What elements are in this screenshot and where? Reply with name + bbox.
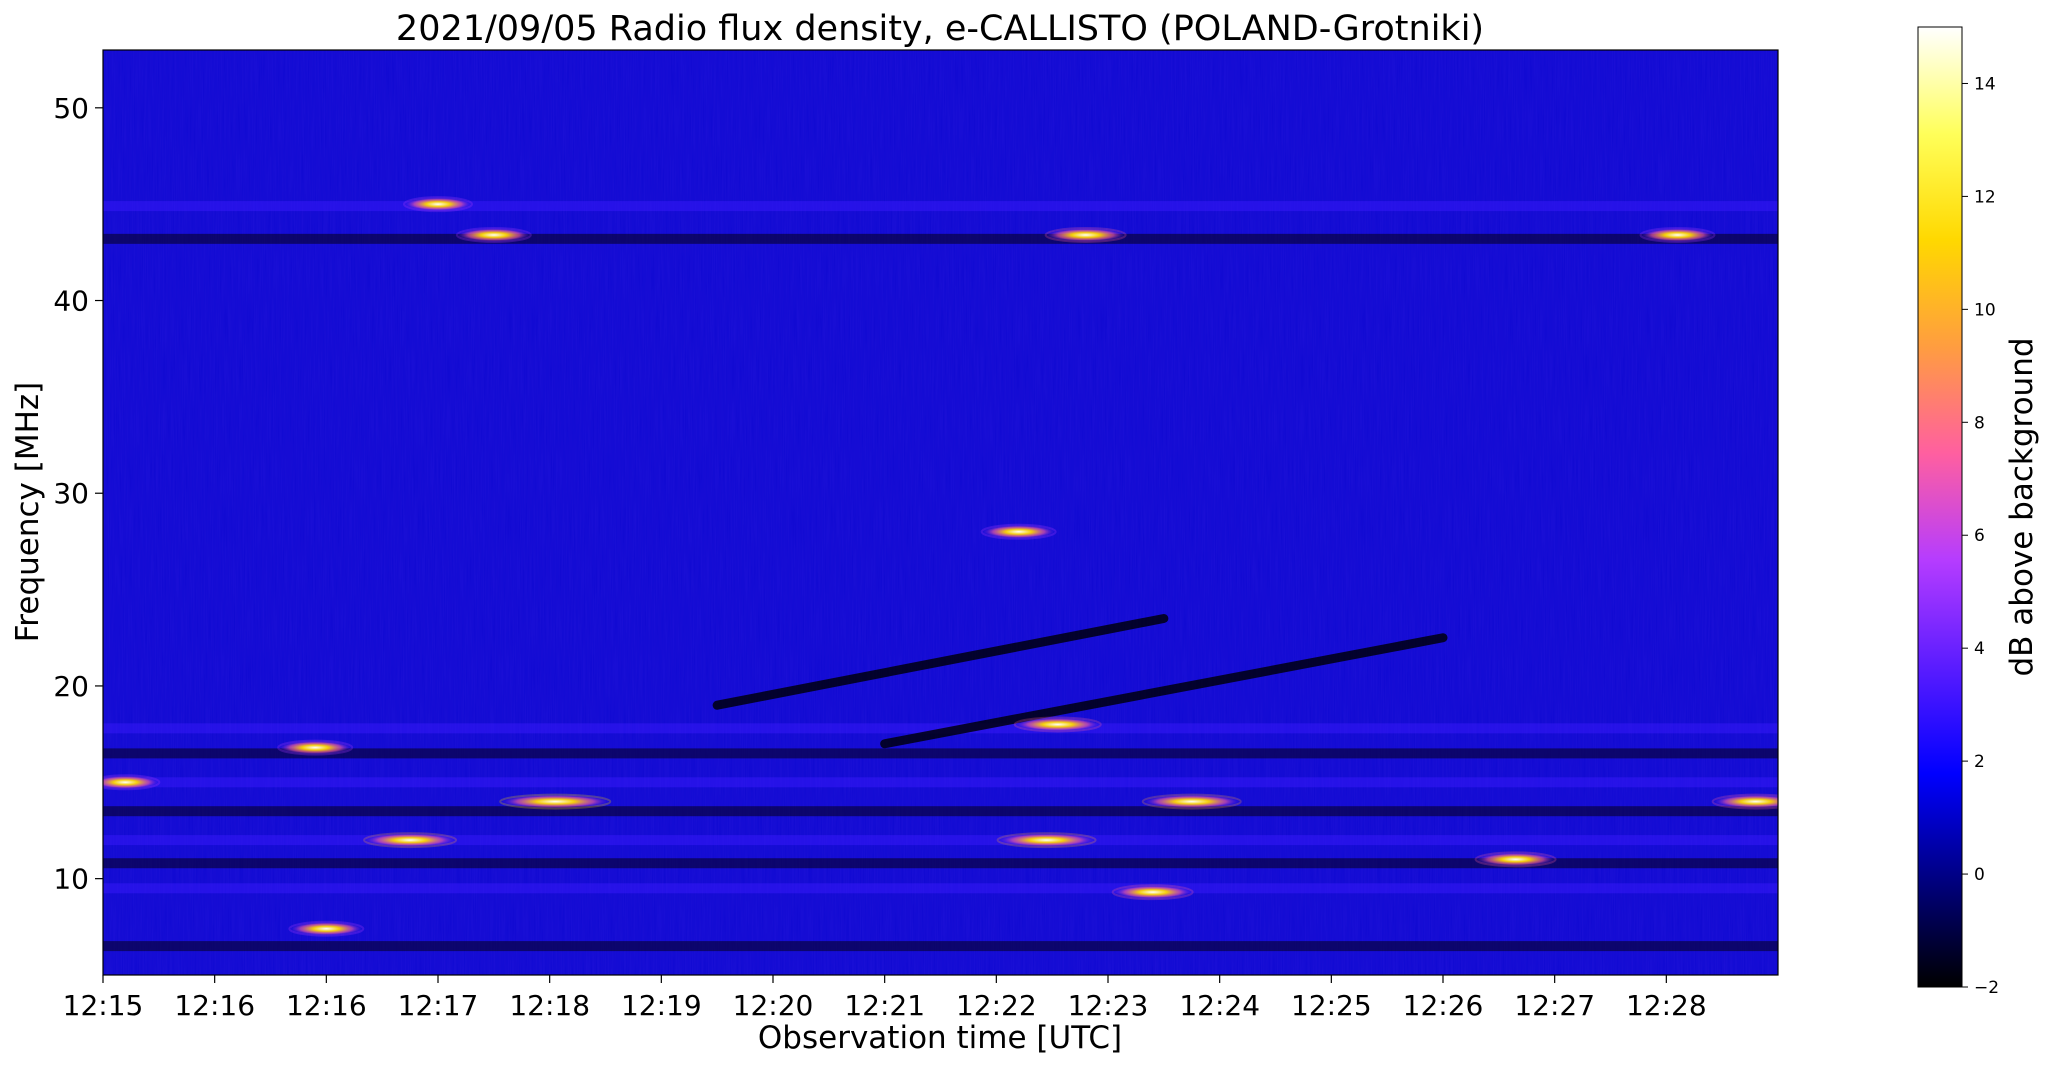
horizontal-band xyxy=(103,883,1778,894)
colorbar-tick-label: 0 xyxy=(1974,865,1985,885)
x-tick-label: 12:21 xyxy=(844,989,925,1022)
colorbar-tick-label: 2 xyxy=(1974,752,1985,772)
bright-feature xyxy=(455,227,532,243)
chart-title: 2021/09/05 Radio flux density, e-CALLIST… xyxy=(396,9,1484,49)
x-tick-label: 12:20 xyxy=(733,989,814,1022)
bright-feature xyxy=(1639,227,1716,243)
bright-feature xyxy=(1111,884,1194,901)
colorbar-tick-label: 10 xyxy=(1974,300,1996,320)
plot-area xyxy=(103,50,1778,975)
colorbar-tick-label: 6 xyxy=(1974,526,1985,546)
y-axis-label: Frequency [MHz] xyxy=(10,382,46,643)
x-tick-label: 12:24 xyxy=(1179,989,1260,1022)
horizontal-band xyxy=(103,723,1778,734)
horizontal-band xyxy=(103,835,1778,846)
y-tick-label: 20 xyxy=(53,670,89,703)
x-tick-label: 12:22 xyxy=(956,989,1037,1022)
x-tick-label: 12:23 xyxy=(1068,989,1149,1022)
x-tick-label: 12:18 xyxy=(509,989,590,1022)
x-tick-label: 12:16 xyxy=(174,989,255,1022)
x-tick-label: 12:16 xyxy=(286,989,367,1022)
plot-frame xyxy=(102,49,1779,976)
horizontal-band xyxy=(103,233,1778,244)
colorbar-tick-label: 8 xyxy=(1974,413,1985,433)
horizontal-band xyxy=(103,777,1778,788)
horizontal-band xyxy=(103,806,1778,817)
x-tick-label: 12:27 xyxy=(1514,989,1595,1022)
colorbar-tick-label: −2 xyxy=(1974,978,1999,998)
colorbar-tick-label: 12 xyxy=(1974,187,1996,207)
bright-feature xyxy=(363,832,458,849)
horizontal-band xyxy=(103,748,1778,759)
bright-feature xyxy=(1141,793,1242,810)
bright-feature xyxy=(980,523,1057,540)
x-tick-label: 12:25 xyxy=(1291,989,1372,1022)
drift-feature xyxy=(880,633,1448,749)
y-tick-label: 40 xyxy=(53,285,89,318)
bright-feature xyxy=(1474,851,1557,868)
x-tick-label: 12:26 xyxy=(1403,989,1484,1022)
x-tick-label: 12:19 xyxy=(621,989,702,1022)
x-tick-label: 12:28 xyxy=(1626,989,1707,1022)
bright-feature xyxy=(1044,227,1127,243)
bright-feature xyxy=(103,774,161,791)
y-tick-label: 10 xyxy=(53,863,89,896)
colorbar-gradient xyxy=(1917,26,1963,988)
x-tick-label: 12:15 xyxy=(63,989,144,1022)
y-tick-label: 30 xyxy=(53,477,89,510)
x-axis: 12:15 12:16 12:16 12:17 12:18 12:19 12:20 12:21… xyxy=(63,975,1707,1022)
y-tick-label: 50 xyxy=(53,92,89,125)
colorbar-label: dB above background xyxy=(2004,337,2040,676)
colorbar: −2 0 2 4 6 8 10 12 14 dB above background xyxy=(1917,26,2040,998)
colorbar-tick-label: 4 xyxy=(1974,639,1985,659)
horizontal-band xyxy=(103,201,1778,212)
bright-feature xyxy=(996,832,1097,849)
drift-feature xyxy=(712,613,1169,710)
y-axis: 10 20 30 40 50 xyxy=(53,92,103,896)
bright-feature xyxy=(403,196,473,213)
x-axis-label: Observation time [UTC] xyxy=(758,1020,1122,1056)
horizontal-band xyxy=(103,941,1778,952)
bright-feature xyxy=(499,793,612,810)
spectrogram-texture xyxy=(103,50,1778,975)
bright-feature xyxy=(277,739,354,756)
bright-feature xyxy=(1711,793,1778,810)
bright-feature xyxy=(288,920,365,937)
horizontal-band xyxy=(103,858,1778,869)
bright-feature xyxy=(1013,716,1102,733)
x-tick-label: 12:17 xyxy=(398,989,479,1022)
colorbar-tick-label: 14 xyxy=(1974,74,1996,94)
